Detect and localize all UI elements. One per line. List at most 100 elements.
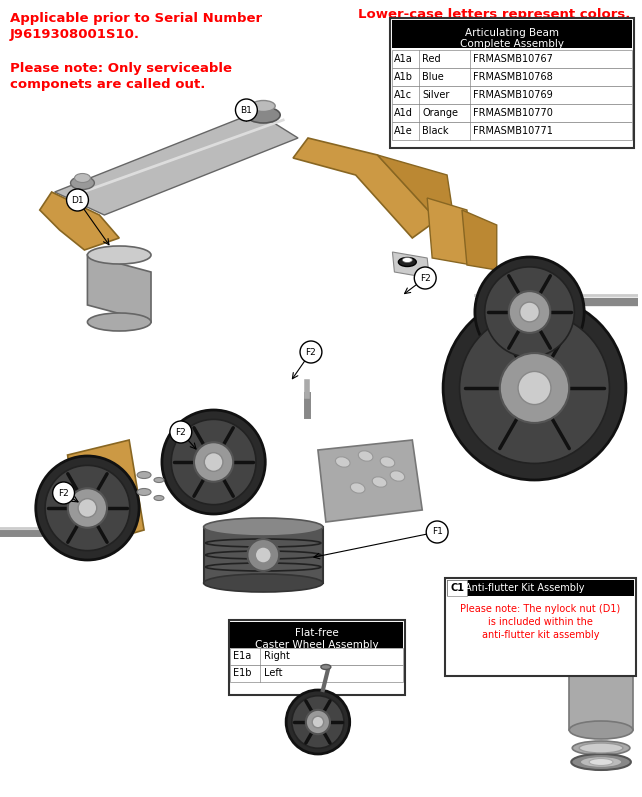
Text: A1b: A1b [394, 72, 413, 82]
Text: Please note: Only serviceable: Please note: Only serviceable [10, 62, 232, 75]
Text: F1: F1 [431, 528, 442, 536]
Text: F2: F2 [58, 489, 69, 497]
Ellipse shape [399, 257, 416, 266]
Text: componets are called out.: componets are called out. [10, 78, 205, 91]
Ellipse shape [577, 610, 625, 614]
Ellipse shape [351, 483, 365, 493]
Ellipse shape [380, 457, 395, 467]
Ellipse shape [372, 477, 387, 487]
Text: FRMASMB10770: FRMASMB10770 [473, 108, 553, 118]
Ellipse shape [390, 471, 404, 481]
Ellipse shape [87, 246, 151, 264]
Bar [392, 122, 632, 140]
Polygon shape [40, 192, 119, 250]
Polygon shape [569, 660, 633, 730]
Circle shape [236, 99, 257, 121]
Circle shape [170, 421, 192, 443]
Text: Flat-free: Flat-free [295, 628, 339, 638]
Polygon shape [462, 210, 497, 270]
Circle shape [460, 312, 609, 463]
Bar [230, 665, 403, 682]
Circle shape [171, 419, 256, 505]
Ellipse shape [247, 107, 280, 123]
Ellipse shape [577, 619, 625, 625]
Text: FRMASMB10767: FRMASMB10767 [473, 54, 553, 64]
Text: is included within the: is included within the [488, 617, 593, 627]
Ellipse shape [579, 743, 623, 753]
Circle shape [53, 482, 74, 504]
Circle shape [292, 696, 344, 748]
Circle shape [508, 291, 550, 333]
Circle shape [426, 521, 448, 543]
Text: F2: F2 [420, 273, 431, 282]
Bar [230, 648, 403, 665]
Ellipse shape [403, 257, 412, 262]
Circle shape [519, 302, 539, 322]
Ellipse shape [252, 100, 275, 112]
Circle shape [414, 267, 436, 289]
Ellipse shape [321, 665, 331, 669]
Circle shape [68, 489, 107, 528]
Polygon shape [293, 138, 437, 238]
Ellipse shape [571, 754, 631, 770]
Text: Black: Black [422, 126, 449, 136]
Polygon shape [377, 155, 457, 240]
Bar [447, 580, 634, 596]
Text: Right: Right [265, 651, 290, 661]
Ellipse shape [71, 176, 94, 190]
Text: Silver: Silver [422, 90, 449, 100]
Circle shape [78, 499, 97, 517]
Text: anti-flutter kit assembly: anti-flutter kit assembly [482, 630, 599, 640]
Text: A1c: A1c [394, 90, 413, 100]
Text: A1d: A1d [394, 108, 413, 118]
Ellipse shape [358, 451, 373, 461]
Polygon shape [67, 440, 144, 548]
Text: F2: F2 [175, 427, 186, 437]
Text: C1: C1 [450, 583, 464, 593]
Bar [390, 18, 634, 148]
Text: Complete Assembly: Complete Assembly [460, 39, 564, 49]
Text: Orange: Orange [422, 108, 458, 118]
Text: Anti-flutter Kit Assembly: Anti-flutter Kit Assembly [465, 583, 584, 593]
Polygon shape [204, 527, 323, 583]
Polygon shape [427, 198, 472, 265]
Bar [445, 578, 636, 676]
Text: J9619308001S10.: J9619308001S10. [10, 28, 140, 41]
Circle shape [312, 717, 324, 728]
Bar [392, 50, 632, 68]
Text: Blue: Blue [422, 72, 444, 82]
Ellipse shape [572, 741, 630, 755]
Bar [447, 580, 467, 596]
Ellipse shape [579, 629, 623, 635]
Bar [392, 20, 632, 48]
Circle shape [499, 353, 569, 423]
Ellipse shape [74, 174, 91, 183]
Ellipse shape [579, 640, 623, 650]
Circle shape [67, 189, 89, 211]
Circle shape [485, 267, 575, 357]
Ellipse shape [137, 489, 151, 496]
Text: Red: Red [422, 54, 441, 64]
Circle shape [204, 453, 223, 471]
Circle shape [256, 547, 271, 563]
Polygon shape [55, 112, 298, 215]
Text: FRMASMB10771: FRMASMB10771 [473, 126, 553, 136]
Text: F2: F2 [306, 347, 317, 356]
Ellipse shape [137, 472, 151, 478]
Ellipse shape [336, 457, 350, 467]
Polygon shape [318, 440, 422, 522]
Circle shape [300, 341, 322, 363]
Bar [392, 86, 632, 104]
Ellipse shape [154, 496, 164, 501]
Ellipse shape [579, 596, 623, 603]
Circle shape [36, 456, 139, 560]
Bar [230, 622, 403, 648]
Text: FRMASMB10769: FRMASMB10769 [473, 90, 553, 100]
Circle shape [194, 442, 233, 481]
Circle shape [518, 371, 551, 405]
Circle shape [45, 465, 130, 551]
Ellipse shape [87, 313, 151, 331]
Text: D1: D1 [71, 195, 84, 205]
Ellipse shape [589, 759, 613, 765]
Text: E1a: E1a [234, 651, 252, 661]
